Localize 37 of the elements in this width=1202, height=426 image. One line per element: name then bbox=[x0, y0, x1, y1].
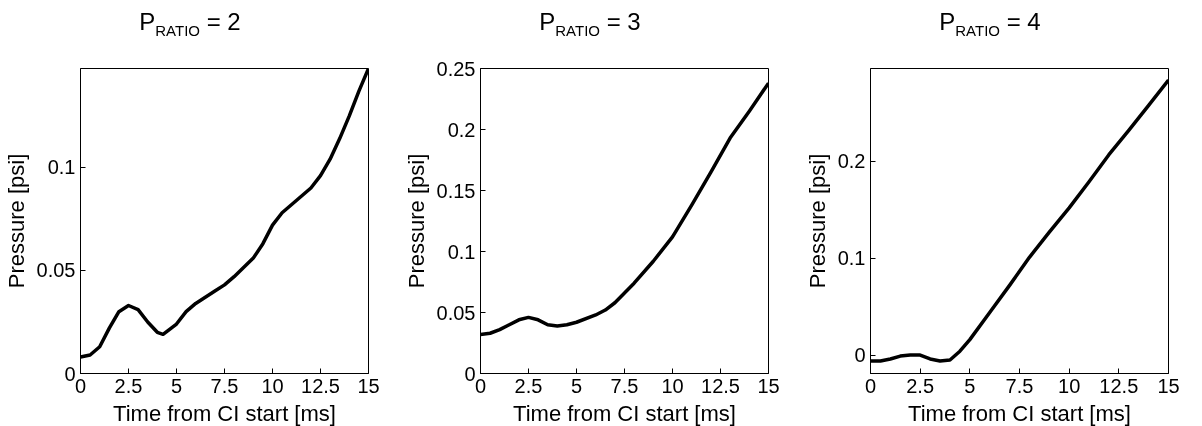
y-tick-label: 0.1 bbox=[47, 156, 76, 179]
chart-title: P$_{RATIO}$ = 4 bbox=[938, 7, 1042, 41]
x-tick-label: 5 bbox=[964, 374, 976, 397]
x-tick-label: 2.5 bbox=[906, 374, 935, 397]
x-tick-label: 5 bbox=[570, 374, 583, 397]
chart-title: P$_{RATIO}$ = 2 bbox=[138, 7, 242, 41]
x-tick-label: 10 bbox=[661, 374, 684, 397]
x-axis-title: Time from CI start [ms] bbox=[908, 400, 1131, 426]
x-tick-label: 12.5 bbox=[701, 374, 740, 397]
x-tick-label: 7.5 bbox=[610, 374, 639, 397]
y-axis-title: Pressure [psi] bbox=[403, 153, 429, 289]
x-axis-title: Time from CI start [ms] bbox=[513, 400, 736, 426]
y-tick-label: 0.2 bbox=[447, 118, 476, 141]
y-axis-title: Pressure [psi] bbox=[3, 153, 29, 289]
y-tick-label: 0.1 bbox=[837, 247, 866, 270]
y-tick-label: 0.15 bbox=[436, 179, 476, 202]
chart-title: P$_{RATIO}$ = 3 bbox=[538, 7, 642, 41]
x-tick-label: 5 bbox=[170, 374, 183, 397]
x-tick-label: 15 bbox=[757, 374, 780, 397]
x-tick-label: 2.5 bbox=[114, 374, 143, 397]
y-tick-label: 0 bbox=[854, 344, 866, 367]
y-tick-label: 0.05 bbox=[436, 301, 476, 324]
x-tick-label: 7.5 bbox=[1005, 374, 1034, 397]
y-axis-title: Pressure [psi] bbox=[804, 153, 830, 289]
x-tick-label: 15 bbox=[1157, 374, 1180, 397]
x-tick-label: 15 bbox=[357, 374, 380, 397]
x-tick-label: 10 bbox=[261, 374, 284, 397]
y-tick-label: 0.1 bbox=[447, 240, 476, 263]
x-tick-label: 12.5 bbox=[1099, 374, 1139, 397]
x-axis-title: Time from CI start [ms] bbox=[113, 400, 336, 426]
y-tick-label: 0.2 bbox=[837, 150, 866, 173]
y-tick-label: 0.05 bbox=[36, 259, 76, 282]
x-tick-label: 2.5 bbox=[514, 374, 543, 397]
x-tick-label: 12.5 bbox=[301, 374, 340, 397]
x-tick-label: 10 bbox=[1058, 374, 1081, 397]
y-tick-label: 0.25 bbox=[436, 57, 476, 80]
x-tick-label: 7.5 bbox=[210, 374, 239, 397]
